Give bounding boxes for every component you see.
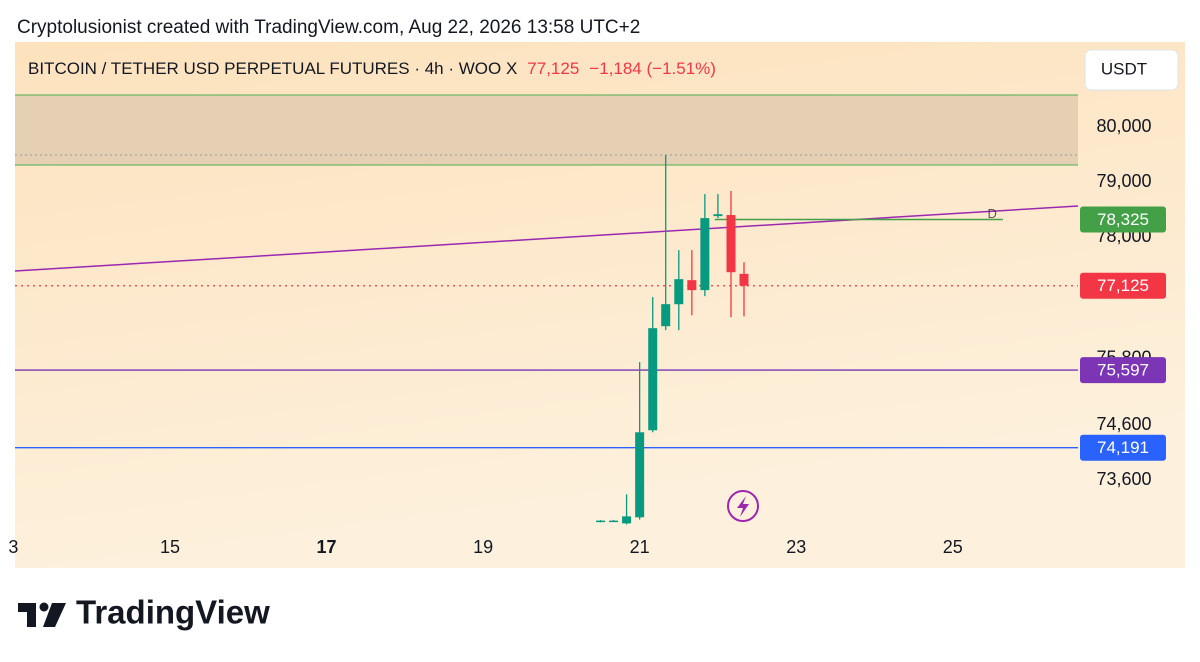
y-tick-label: 74,600	[1096, 414, 1151, 434]
x-tick-label: 3	[8, 537, 18, 557]
candle-body	[739, 273, 749, 286]
brand-logo	[18, 602, 66, 627]
candle-body	[713, 214, 723, 217]
y-tick-label: 80,000	[1096, 116, 1151, 136]
price-badge-label: 74,191	[1097, 438, 1149, 457]
candle-body	[635, 432, 645, 518]
candle-body	[648, 328, 658, 431]
price-badge-label: 77,125	[1097, 276, 1149, 295]
currency[interactable]: USDT	[1101, 59, 1147, 78]
candle-body	[622, 516, 632, 524]
brand: TradingView	[76, 594, 270, 631]
event-bolt	[737, 496, 749, 517]
candle-body	[687, 280, 697, 291]
x-tick-label: 25	[943, 537, 963, 557]
price-badge	[1080, 357, 1166, 384]
x-tick-label: 19	[473, 537, 493, 557]
event-icon[interactable]	[727, 490, 759, 522]
symbol: BITCOIN / TETHER USD PERPETUAL FUTURES ·…	[28, 59, 517, 78]
price-badge	[1080, 272, 1166, 299]
y-tick-label: 79,000	[1096, 171, 1151, 191]
x-tick-label: 23	[786, 537, 806, 557]
zone	[15, 95, 1078, 165]
last-price: 77,125	[527, 59, 579, 78]
candle-body	[700, 218, 710, 291]
change: −1,184 (−1.51%)	[589, 59, 716, 78]
candle-body	[596, 520, 606, 523]
price-badge-label: 75,597	[1097, 361, 1149, 380]
x-tick-label: 21	[630, 537, 650, 557]
candle-body	[674, 279, 684, 305]
candle-body	[726, 215, 736, 273]
candle-body	[609, 520, 619, 523]
price-badge	[1080, 206, 1166, 233]
header: Cryptolusionist created with TradingView…	[17, 17, 640, 38]
level-tag: D	[987, 206, 996, 221]
price-badge	[1080, 434, 1166, 461]
x-tick-label: 15	[160, 537, 180, 557]
currency-button[interactable]	[1084, 49, 1179, 91]
candle-body	[661, 304, 671, 327]
trend-line	[14, 205, 1079, 272]
price-badge-label: 78,325	[1097, 210, 1149, 229]
y-tick-label: 73,600	[1096, 469, 1151, 489]
x-tick-label: 17	[317, 537, 337, 557]
legend: BITCOIN / TETHER USD PERPETUAL FUTURES ·…	[28, 59, 716, 78]
